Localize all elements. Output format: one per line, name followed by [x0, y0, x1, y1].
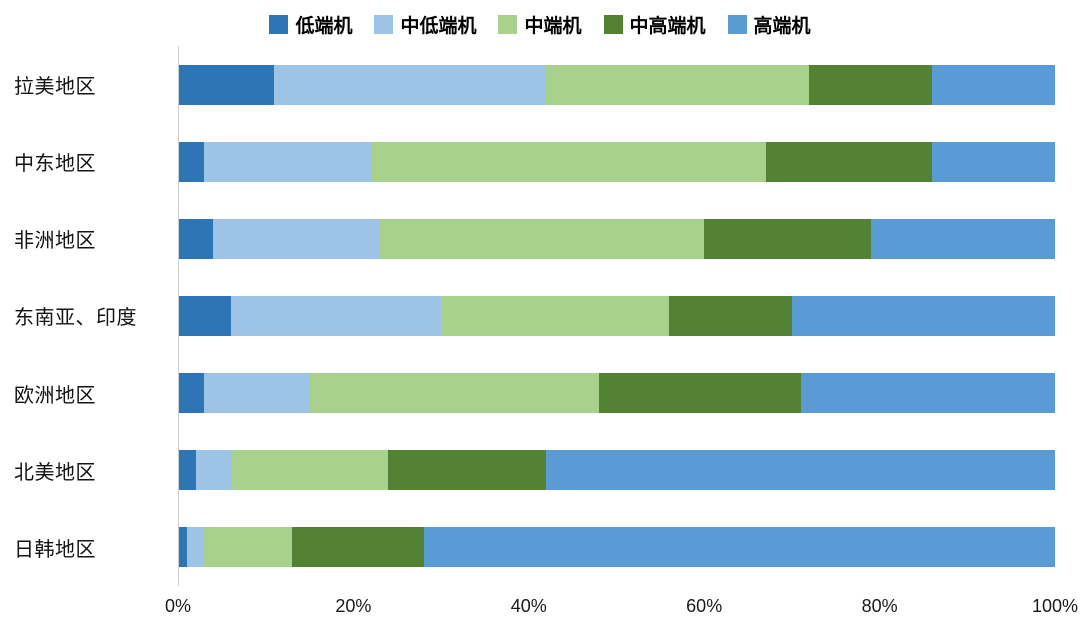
bar-segment	[932, 64, 1055, 105]
bar-segment	[204, 141, 371, 182]
legend-item: 高端机	[727, 11, 811, 38]
legend-label: 低端机	[295, 15, 353, 37]
legend-swatch-icon	[727, 14, 747, 34]
bar-segment	[178, 450, 196, 491]
bar-row: 日韩地区	[0, 509, 1055, 586]
x-tick-label: 80%	[861, 596, 898, 616]
bar-segment	[186, 527, 205, 568]
bar-row: 拉美地区	[0, 46, 1055, 123]
bar-segment	[204, 527, 292, 568]
x-tick-label: 20%	[335, 596, 372, 616]
bar-segment	[178, 527, 187, 568]
bar-row: 非洲地区	[0, 200, 1055, 277]
legend-swatch-icon	[498, 14, 518, 34]
legend-swatch-icon	[603, 14, 623, 34]
legend-swatch-icon	[374, 14, 394, 34]
bar-segment	[195, 450, 231, 491]
category-label: 东南亚、印度	[14, 307, 137, 330]
bar-track	[178, 64, 1055, 105]
y-axis-line	[178, 46, 179, 586]
legend-label: 中高端机	[629, 15, 706, 37]
bar-track	[178, 450, 1055, 491]
bar-segment	[388, 450, 547, 491]
legend-item: 中端机	[498, 11, 582, 38]
bar-row: 东南亚、印度	[0, 277, 1055, 354]
bar-track	[178, 527, 1055, 568]
category-label: 非洲地区	[14, 230, 96, 253]
x-tick-label: 40%	[510, 596, 547, 616]
bar-track	[178, 373, 1055, 414]
bar-segment	[274, 64, 547, 105]
bar-segment	[546, 64, 810, 105]
x-tick-label: 60%	[686, 596, 723, 616]
legend-label: 中低端机	[400, 15, 477, 37]
bar-row: 北美地区	[0, 432, 1055, 509]
bar-rows: 拉美地区中东地区非洲地区东南亚、印度 欧洲地区北美地区日韩地区	[0, 46, 1055, 586]
bar-row: 欧洲地区	[0, 355, 1055, 432]
bar-segment	[765, 141, 933, 182]
category-label: 北美地区	[14, 461, 96, 484]
bar-track	[178, 295, 1055, 336]
bar-segment	[204, 373, 310, 414]
bar-segment	[178, 141, 205, 182]
bar-segment	[230, 295, 442, 336]
bar-segment	[178, 218, 214, 259]
stacked-bar-chart: 拉美地区中东地区非洲地区东南亚、印度 欧洲地区北美地区日韩地区 0% 20% 40% 6…	[0, 46, 1078, 630]
bar-segment	[441, 295, 670, 336]
category-label: 日韩地区	[14, 538, 96, 561]
bar-segment	[370, 141, 766, 182]
bar-track	[178, 218, 1055, 259]
bar-segment	[291, 527, 424, 568]
category-label: 拉美地区	[14, 76, 96, 99]
bar-segment	[669, 295, 792, 336]
bar-segment	[791, 295, 1055, 336]
bar-segment	[309, 373, 599, 414]
legend-item: 中高端机	[603, 11, 706, 38]
bar-segment	[704, 218, 871, 259]
bar-segment	[809, 64, 933, 105]
bar-segment	[598, 373, 801, 414]
bar-segment	[423, 527, 1055, 568]
x-tick-label: 100%	[1031, 596, 1079, 616]
legend-item: 中低端机	[374, 11, 476, 38]
bar-segment	[870, 218, 1055, 259]
bar-row: 中东地区	[0, 123, 1055, 200]
category-label: 中东地区	[14, 153, 96, 176]
bar-segment	[178, 64, 275, 105]
chart-legend: 低端机 中低端机 中端机 中高端机 高端机	[0, 6, 1080, 42]
category-label: 欧洲地区	[14, 384, 96, 407]
legend-swatch-icon	[269, 14, 289, 34]
bar-segment	[230, 450, 389, 491]
bar-track	[178, 141, 1055, 182]
x-axis-ticks: 0% 20% 40% 60% 80% 100%	[165, 596, 1078, 622]
bar-segment	[178, 373, 205, 414]
bar-segment	[178, 295, 231, 336]
bar-segment	[213, 218, 380, 259]
legend-label: 中端机	[524, 15, 582, 37]
bar-segment	[379, 218, 705, 259]
bar-segment	[932, 141, 1055, 182]
legend-label: 高端机	[753, 15, 811, 37]
bar-segment	[800, 373, 1055, 414]
bar-segment	[546, 450, 1055, 491]
x-tick-label: 0%	[164, 596, 192, 616]
legend-item: 低端机	[269, 11, 352, 38]
